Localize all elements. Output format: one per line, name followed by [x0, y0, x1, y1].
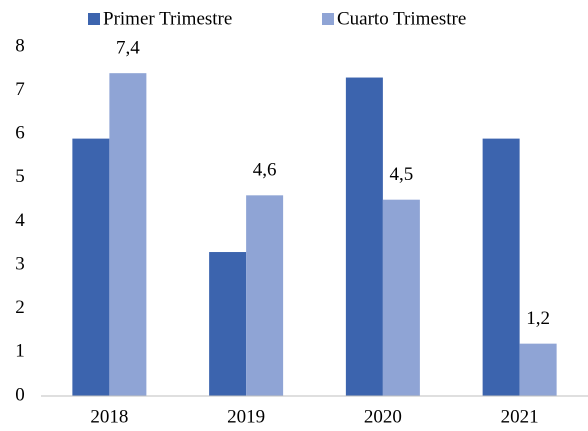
legend-swatch [322, 13, 334, 25]
bar [482, 138, 520, 397]
legend-label: Primer Trimestre [103, 8, 232, 29]
legend-label: Cuarto Trimestre [337, 8, 466, 29]
value-label: 4,5 [390, 164, 414, 185]
bar [345, 77, 383, 396]
y-tick-label: 3 [15, 253, 25, 274]
y-tick-label: 6 [15, 123, 25, 144]
bar [382, 199, 420, 396]
bar [246, 195, 284, 396]
bar [72, 138, 110, 397]
value-label: 4,6 [253, 160, 277, 181]
bar [519, 343, 557, 396]
y-tick-label: 1 [15, 341, 25, 362]
bar [209, 252, 247, 396]
legend-swatch [88, 13, 100, 25]
y-tick-label: 2 [15, 297, 25, 318]
y-tick-label: 7 [15, 79, 25, 100]
x-tick-label: 2021 [501, 406, 539, 427]
y-tick-label: 4 [15, 210, 25, 231]
x-tick-label: 2019 [227, 406, 265, 427]
value-label: 1,2 [526, 308, 550, 329]
bar [109, 73, 147, 397]
y-tick-label: 0 [15, 384, 25, 405]
y-tick-label: 8 [15, 35, 25, 56]
x-tick-label: 2018 [90, 406, 128, 427]
x-tick-label: 2020 [364, 406, 402, 427]
value-label: 7,4 [116, 38, 140, 59]
y-tick-label: 5 [15, 166, 25, 187]
